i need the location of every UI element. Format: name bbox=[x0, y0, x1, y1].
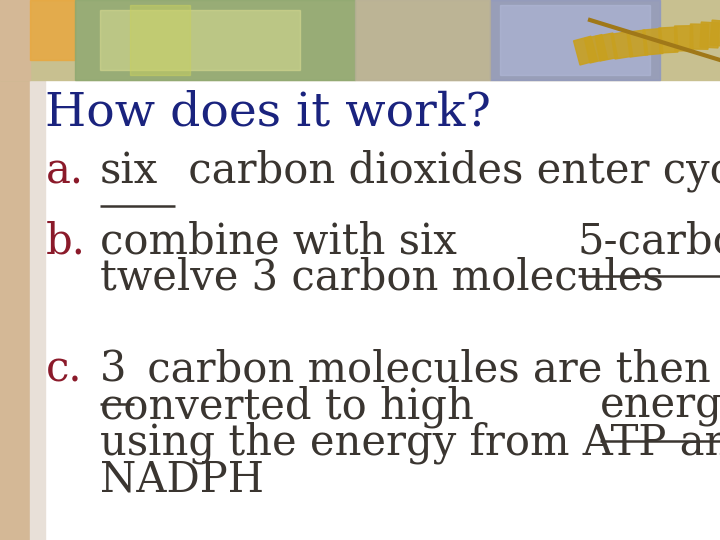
Text: How does it work?: How does it work? bbox=[45, 90, 491, 135]
Text: c.: c. bbox=[46, 348, 83, 390]
Bar bbox=[30, 0, 45, 540]
Text: energy: energy bbox=[600, 385, 720, 427]
Bar bbox=[130, 5, 190, 75]
Bar bbox=[355, 0, 490, 80]
Bar bbox=[0, 0, 30, 540]
Text: 3: 3 bbox=[100, 348, 127, 390]
Bar bbox=[574, 36, 598, 65]
Bar bbox=[690, 24, 708, 49]
Bar bbox=[710, 20, 720, 46]
Bar bbox=[595, 33, 618, 61]
Text: twelve 3 carbon molecules: twelve 3 carbon molecules bbox=[100, 257, 664, 299]
Bar bbox=[0, 0, 720, 80]
Text: using the energy from ATP and: using the energy from ATP and bbox=[100, 422, 720, 464]
Bar bbox=[30, 0, 75, 60]
Bar bbox=[611, 31, 633, 59]
Bar bbox=[700, 22, 719, 48]
Bar bbox=[627, 30, 648, 57]
Bar bbox=[0, 0, 30, 80]
Bar bbox=[490, 0, 660, 80]
Text: carbon dioxides enter cycle: carbon dioxides enter cycle bbox=[175, 150, 720, 192]
Bar bbox=[100, 10, 300, 70]
Text: carbon molecules are then: carbon molecules are then bbox=[134, 348, 711, 390]
Bar bbox=[585, 35, 608, 63]
Text: converted to high: converted to high bbox=[100, 385, 487, 428]
Text: six: six bbox=[100, 150, 158, 192]
Text: NADPH: NADPH bbox=[100, 459, 264, 501]
Bar bbox=[75, 0, 355, 80]
Bar bbox=[659, 27, 678, 53]
Text: 5-carbon: 5-carbon bbox=[577, 220, 720, 262]
Text: b.: b. bbox=[46, 220, 86, 262]
Bar bbox=[500, 5, 650, 75]
Text: a.: a. bbox=[46, 150, 84, 192]
Text: combine with six: combine with six bbox=[100, 220, 470, 262]
Bar bbox=[675, 26, 693, 51]
Bar bbox=[643, 29, 663, 55]
